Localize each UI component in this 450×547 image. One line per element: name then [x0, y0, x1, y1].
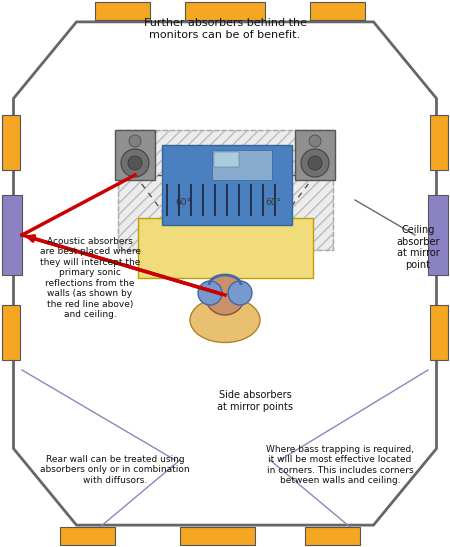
Text: Ceiling
absorber
at mirror
point: Ceiling absorber at mirror point [396, 225, 440, 270]
Circle shape [128, 156, 142, 170]
Bar [162, 145, 292, 225]
Circle shape [228, 281, 252, 305]
Bar [430, 305, 448, 360]
Bar [212, 150, 272, 180]
Bar [214, 152, 239, 167]
Bar [430, 115, 448, 170]
Bar [310, 2, 365, 20]
Circle shape [301, 149, 329, 177]
Bar [118, 130, 333, 250]
Text: Side absorbers
at mirror points: Side absorbers at mirror points [217, 390, 293, 411]
Text: Further absorbers behind the
monitors can be of benefit.: Further absorbers behind the monitors ca… [144, 18, 306, 39]
Bar [428, 195, 448, 275]
Bar [180, 527, 255, 545]
Text: Acoustic absorbers
are best placed where
they will intercept the
primary sonic
r: Acoustic absorbers are best placed where… [40, 237, 140, 319]
Circle shape [121, 149, 149, 177]
Bar [95, 2, 150, 20]
Bar [2, 195, 22, 275]
Polygon shape [14, 22, 436, 525]
Text: 60°: 60° [175, 198, 191, 207]
Bar [115, 130, 155, 180]
Bar [2, 305, 20, 360]
Circle shape [205, 275, 245, 315]
Circle shape [308, 156, 322, 170]
Circle shape [198, 281, 222, 305]
Text: 60°: 60° [265, 198, 281, 207]
Bar [138, 218, 313, 278]
Bar [60, 527, 115, 545]
Circle shape [129, 135, 141, 147]
Bar [295, 130, 335, 180]
Bar [2, 115, 20, 170]
Text: Rear wall can be treated using
absorbers only or in combination
with diffusors.: Rear wall can be treated using absorbers… [40, 455, 190, 485]
Circle shape [309, 135, 321, 147]
Text: Where bass trapping is required,
it will be most effective located
in corners. T: Where bass trapping is required, it will… [266, 445, 414, 485]
Bar [118, 130, 333, 250]
Bar [185, 2, 265, 20]
Ellipse shape [190, 298, 260, 342]
Bar [305, 527, 360, 545]
